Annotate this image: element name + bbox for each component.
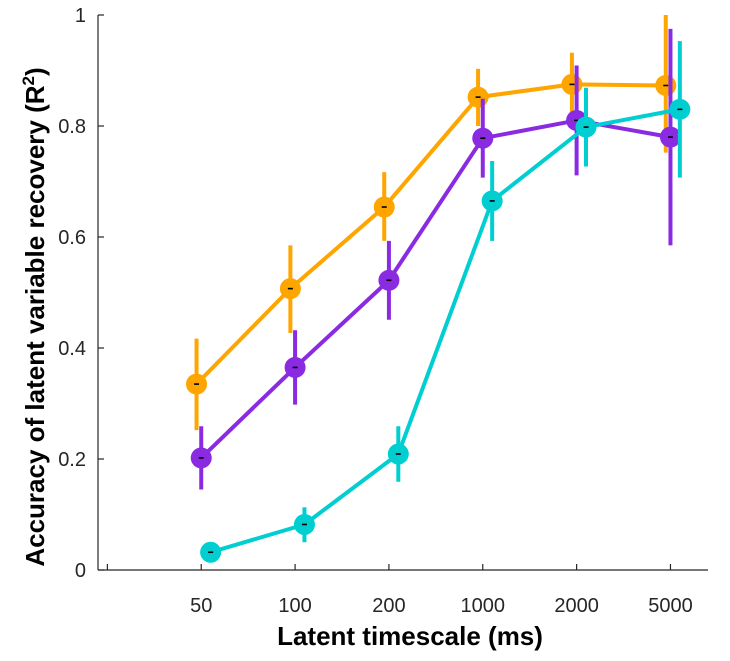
x-tick-label: 1000 (461, 595, 506, 617)
series (186, 15, 691, 563)
y-axis-title-main: Accuracy of latent variable recovery (R (20, 85, 50, 566)
series-line (210, 107, 681, 555)
axes (97, 15, 708, 571)
series-1 (186, 15, 677, 431)
y-tick-label: 0.8 (58, 116, 86, 138)
y-tick-label: 0.4 (58, 338, 86, 360)
x-tick-label: 2000 (554, 595, 599, 617)
x-tick-label: 200 (372, 595, 405, 617)
x-tick-label: 50 (190, 595, 212, 617)
y-tick-label: 1 (75, 5, 86, 27)
x-axis-title: Latent timescale (ms) (277, 621, 543, 651)
y-axis-title-end: ) (20, 67, 50, 76)
y-tick-label: 0 (75, 560, 86, 582)
x-tick-label: 100 (278, 595, 311, 617)
y-axis-title-sup: 2 (19, 76, 38, 85)
series-3 (200, 41, 691, 563)
ticks: 0 0.2 0.4 0.6 0.8 1 50 100 200 1000 2000 5000 (58, 5, 693, 617)
y-tick-label: 0.6 (58, 227, 86, 249)
y-tick-label: 0.2 (58, 449, 86, 471)
series-line (199, 118, 671, 460)
series-2 (190, 28, 681, 490)
x-tick-label: 5000 (648, 595, 693, 617)
series-line (195, 82, 666, 386)
y-axis-title: Accuracy of latent variable recovery (R2… (19, 67, 50, 566)
